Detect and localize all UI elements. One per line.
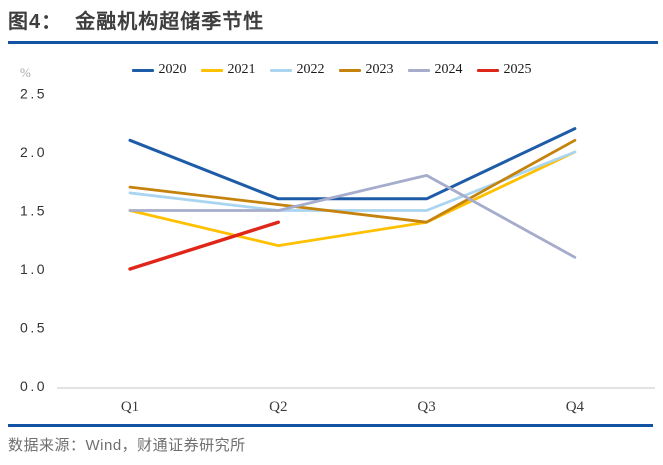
legend-label: 2021 — [227, 62, 256, 77]
legend-label: 2023 — [365, 62, 394, 77]
y-tick-label: 1.5 — [20, 203, 47, 219]
legend-item-2023: 2023 — [338, 62, 394, 77]
legend-label: 2020 — [158, 62, 187, 77]
series-line-2023 — [128, 138, 577, 224]
series-line-2025 — [128, 220, 280, 271]
footer-divider — [8, 424, 653, 427]
legend-line-swatch-icon — [269, 68, 292, 72]
x-category-label: Q2 — [269, 399, 287, 415]
legend-line-swatch-icon — [476, 68, 499, 72]
legend-item-2024: 2024 — [407, 62, 463, 77]
series-line-2024 — [128, 173, 577, 259]
title-divider — [8, 41, 658, 44]
legend-item-2020: 2020 — [131, 62, 187, 77]
legend: 2020 2021 2022 2023 2024 2025 — [0, 63, 663, 77]
x-category-label: Q1 — [121, 399, 139, 415]
legend-line-swatch-icon — [131, 68, 154, 72]
y-axis-unit-label: % — [20, 65, 31, 80]
figure-title: 图4： 金融机构超储季节性 — [8, 11, 265, 33]
x-category-label: Q4 — [566, 399, 585, 415]
series-line-2020 — [128, 127, 577, 201]
y-tick-label: 2.5 — [20, 86, 47, 102]
legend-label: 2024 — [434, 62, 463, 77]
legend-line-swatch-icon — [338, 68, 361, 72]
y-tick-label: 1.0 — [20, 261, 47, 277]
x-category-label: Q3 — [417, 399, 435, 415]
legend-line-swatch-icon — [200, 68, 223, 72]
legend-item-2021: 2021 — [200, 62, 256, 77]
y-tick-label: 2.0 — [20, 144, 47, 160]
legend-item-2025: 2025 — [476, 62, 532, 77]
legend-label: 2025 — [503, 62, 532, 77]
y-tick-label: 0.0 — [20, 378, 47, 394]
legend-line-swatch-icon — [407, 68, 430, 72]
legend-label: 2022 — [296, 62, 325, 77]
data-source-note: 数据来源：Wind，财通证券研究所 — [8, 437, 246, 454]
legend-item-2022: 2022 — [269, 62, 325, 77]
y-tick-label: 0.5 — [20, 320, 47, 336]
series-line-2021 — [128, 150, 577, 248]
